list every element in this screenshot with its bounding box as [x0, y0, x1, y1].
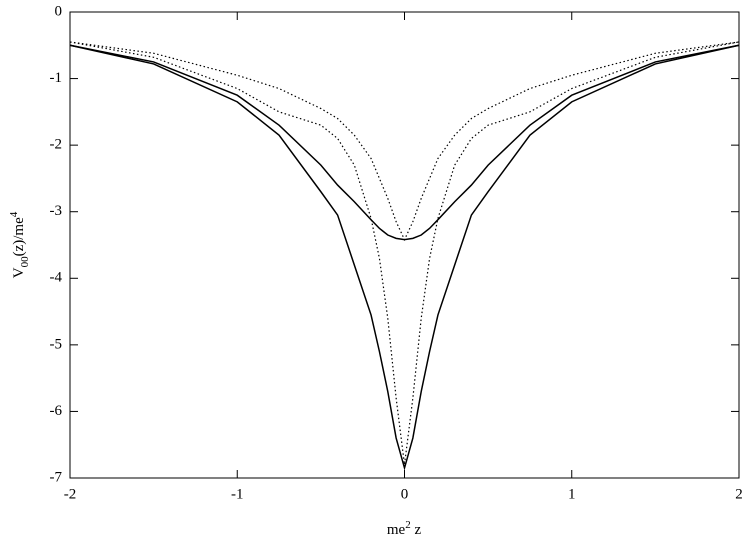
data-line	[69, 41, 740, 242]
x-label-part: z	[411, 522, 422, 538]
plot-frame	[69, 11, 740, 479]
y-label-sub: 00	[19, 256, 31, 268]
y-tick-label: -6	[50, 403, 63, 419]
y-tick-label: 0	[55, 3, 63, 19]
data-line	[69, 44, 740, 241]
x-axis-label: me2 z	[387, 519, 422, 539]
y-tick-label: -3	[50, 203, 63, 219]
y-axis-label: V00(z)/me4	[8, 211, 31, 278]
x-tick-label: -1	[231, 486, 244, 502]
y-label-part: (z)/me	[11, 217, 27, 256]
y-tick-label: -5	[50, 336, 63, 352]
x-label-part: me	[387, 522, 406, 538]
data-line	[69, 44, 740, 471]
x-tick-label: 0	[401, 486, 409, 502]
y-tick-label: -7	[50, 469, 63, 485]
x-tick-label: -2	[64, 486, 77, 502]
y-label-part: V	[11, 267, 27, 278]
y-tick-label: -4	[50, 270, 63, 286]
x-tick-label: 1	[568, 486, 576, 502]
y-label-sup: 4	[8, 211, 20, 217]
y-tick-label: -1	[50, 70, 63, 86]
y-tick-label: -2	[50, 137, 63, 153]
x-label-sup: 2	[405, 519, 411, 531]
data-line	[69, 41, 740, 465]
x-tick-label: 2	[735, 486, 743, 502]
